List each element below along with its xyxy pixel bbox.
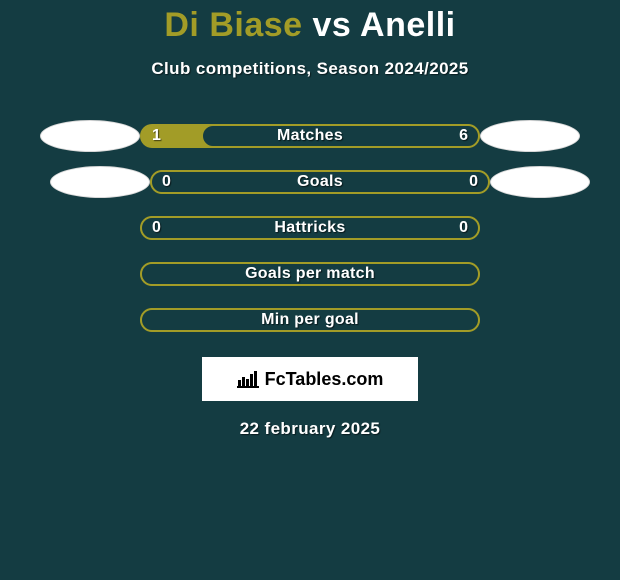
stat-row: Goals per match [0, 251, 620, 297]
stat-label: Min per goal [140, 308, 480, 332]
stat-value-left: 1 [152, 124, 161, 148]
title-vs: vs [313, 6, 352, 44]
stat-label: Goals [150, 170, 490, 194]
player1-avatar [40, 120, 140, 152]
stat-value-right: 6 [459, 124, 468, 148]
stat-bar: Hattricks0 0 [140, 216, 480, 240]
stat-label: Goals per match [140, 262, 480, 286]
player2-avatar [490, 166, 590, 198]
stats-container: Matches16Goals00Hattricks00Goals per mat… [0, 113, 620, 343]
stat-bar: Goals0 0 [150, 170, 490, 194]
subtitle: Club competitions, Season 2024/2025 [0, 59, 620, 79]
stat-row: Hattricks0 0 [0, 205, 620, 251]
stat-value-left: 0 [152, 216, 161, 240]
stat-row: Min per goal [0, 297, 620, 343]
page-title: Di Biase vs Anelli [0, 0, 620, 45]
stat-bar: Goals per match [140, 262, 480, 286]
comparison-card: Di Biase vs Anelli Club competitions, Se… [0, 0, 620, 580]
stat-row: Matches1 6 [0, 113, 620, 159]
date-text: 22 february 2025 [0, 419, 620, 439]
player2-name: Anelli [360, 6, 456, 44]
brand-text: FcTables.com [265, 369, 384, 390]
stat-value-left: 0 [162, 170, 171, 194]
chart-icon [237, 370, 259, 388]
player1-avatar [50, 166, 150, 198]
player2-avatar [480, 120, 580, 152]
stat-label: Hattricks [140, 216, 480, 240]
stat-bar: Min per goal [140, 308, 480, 332]
player1-name: Di Biase [164, 6, 302, 44]
stat-value-right: 0 [469, 170, 478, 194]
stat-value-right: 0 [459, 216, 468, 240]
stat-bar: Matches1 6 [140, 124, 480, 148]
stat-row: Goals0 0 [0, 159, 620, 205]
brand-box: FcTables.com [202, 357, 418, 401]
stat-label: Matches [140, 124, 480, 148]
